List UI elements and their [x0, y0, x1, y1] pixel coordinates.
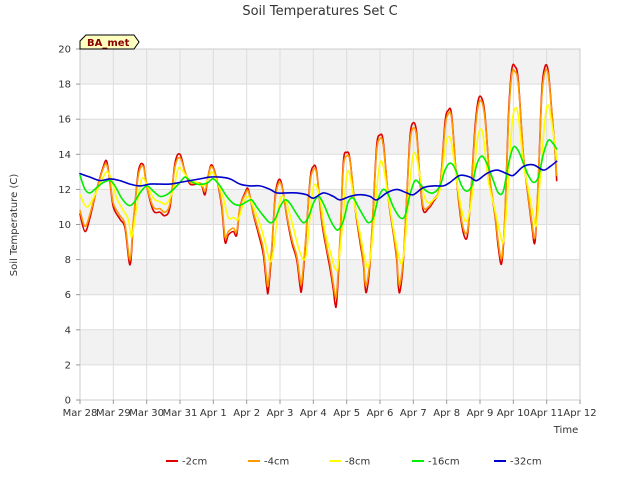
- series-line-4cmcm-depth: [79, 68, 558, 299]
- series-line-8cmcm-depth: [79, 104, 558, 272]
- background-band: [80, 84, 580, 120]
- y-tick-label: 8: [65, 255, 71, 266]
- y-tick-label: 10: [58, 220, 71, 231]
- x-tick-label: Apr 12: [563, 408, 596, 419]
- background-band: [80, 294, 580, 330]
- series-line-32cmcm-depth: [79, 160, 558, 201]
- x-axis-title: Time: [553, 425, 578, 436]
- x-tick-label: Apr 11: [530, 408, 563, 419]
- x-tick-label: Apr 4: [300, 408, 327, 419]
- series-lines: [79, 63, 558, 309]
- x-tick-label: Apr 5: [333, 408, 360, 419]
- y-tick-label: 0: [65, 396, 71, 407]
- y-tick-label: 12: [58, 185, 71, 196]
- y-tick-label: 6: [65, 290, 71, 301]
- x-tick-label: Mar 30: [129, 408, 164, 419]
- y-tick-label: 18: [58, 80, 71, 91]
- x-tick-label: Apr 1: [200, 408, 227, 419]
- x-tick-label: Mar 31: [163, 408, 198, 419]
- x-tick-label: Mar 28: [63, 408, 98, 419]
- chart-title: Soil Temperatures Set C: [242, 4, 397, 19]
- x-tick-label: Mar 29: [96, 408, 131, 419]
- legend: -2cm -4cm -8cm -16cm -32cm: [166, 457, 542, 468]
- legend-label: -32cm: [510, 457, 542, 468]
- site-badge-box: [79, 34, 140, 50]
- site-badge-label: BA_met: [87, 38, 130, 49]
- legend-label: -2cm: [182, 457, 207, 468]
- background-band: [80, 329, 580, 365]
- site-badge: BA_met: [79, 34, 140, 50]
- legend-label: -4cm: [264, 457, 289, 468]
- y-tick-label: 2: [65, 360, 71, 371]
- x-tick-label: Apr 3: [267, 408, 294, 419]
- series-line-16cmcm-depth: [79, 139, 558, 232]
- background-band: [80, 119, 580, 155]
- x-tick-label: Apr 6: [367, 408, 394, 419]
- y-tick-label: 16: [58, 115, 71, 126]
- x-tick-label: Apr 2: [233, 408, 260, 419]
- legend-label: -8cm: [345, 457, 370, 468]
- background-band: [80, 49, 580, 85]
- y-tick-label: 20: [58, 45, 71, 56]
- y-tick-label: 4: [65, 325, 71, 336]
- y-tick-label: 14: [58, 150, 71, 161]
- y-axis-title: Soil Temperature (C): [9, 174, 20, 277]
- y-axis-ticks: 0 2 4 6 8 10 12 14 16 18 20: [58, 45, 80, 407]
- x-tick-label: Apr 7: [400, 408, 427, 419]
- x-tick-label: Apr 10: [497, 408, 530, 419]
- x-tick-label: Apr 9: [467, 408, 494, 419]
- x-tick-label: Apr 8: [433, 408, 460, 419]
- background-band: [80, 364, 580, 400]
- legend-label: -16cm: [428, 457, 460, 468]
